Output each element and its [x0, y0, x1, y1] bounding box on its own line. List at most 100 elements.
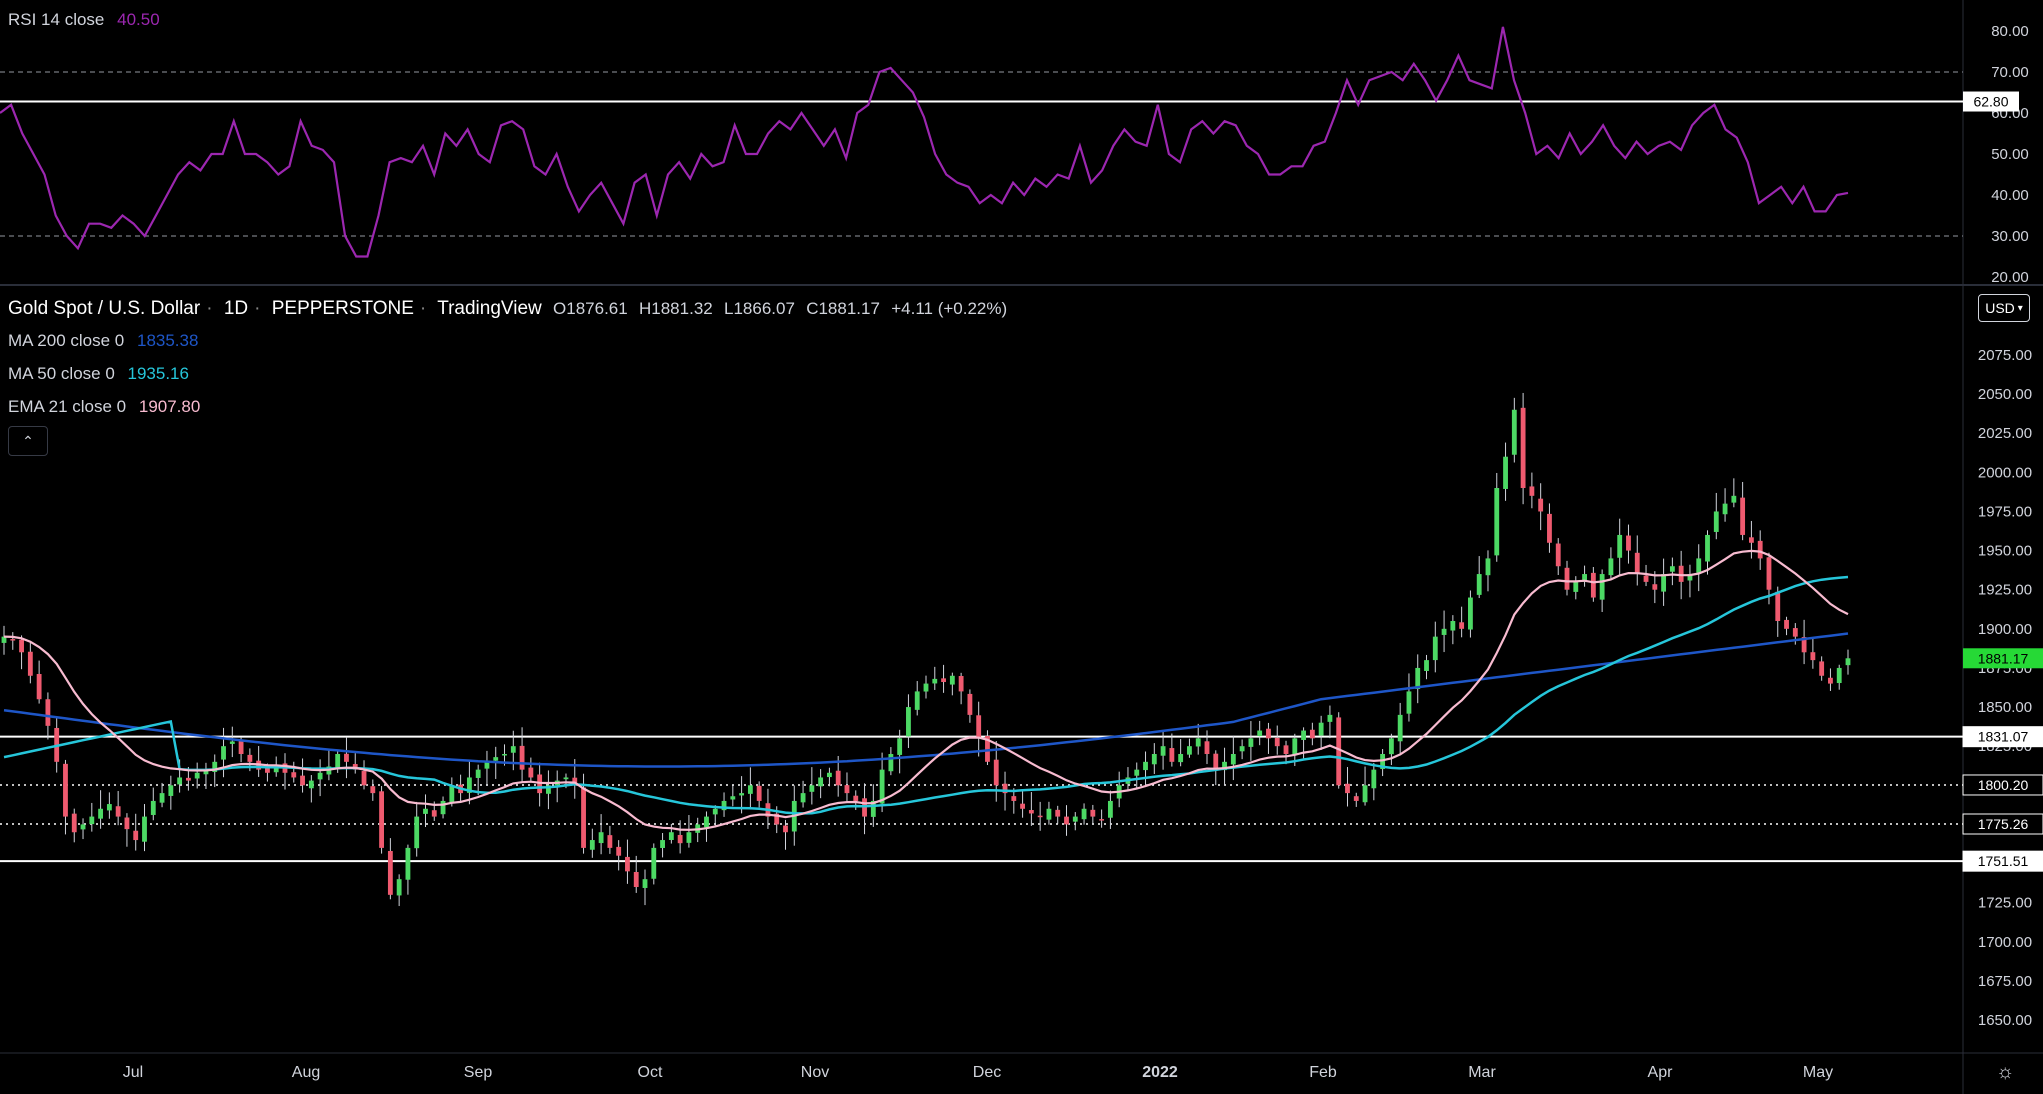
- candle-body: [1195, 738, 1201, 747]
- candle-body: [1169, 748, 1175, 762]
- candle-body: [1143, 761, 1148, 771]
- time-tick-label: Sep: [464, 1064, 493, 1081]
- candle-body: [317, 772, 323, 780]
- candle-body: [1696, 558, 1702, 573]
- candle-body: [1301, 730, 1306, 740]
- candle-body: [844, 785, 850, 794]
- price-tick-label: 1675.00: [1978, 973, 2032, 990]
- candle-body: [616, 846, 622, 856]
- candle-body: [265, 766, 270, 773]
- candle-body: [677, 834, 683, 844]
- candle-body: [1257, 730, 1263, 737]
- candle-body: [1353, 796, 1359, 801]
- price-tick-label: 2025.00: [1978, 425, 2032, 442]
- candle-body: [1222, 761, 1227, 771]
- candle-body: [1529, 486, 1535, 496]
- last-price-badge: [1963, 648, 2043, 669]
- candle-body: [704, 816, 709, 828]
- candle-body: [493, 757, 499, 761]
- rsi-tick-label: 50.00: [1991, 146, 2029, 163]
- candle-body: [1, 636, 7, 643]
- currency-button[interactable]: USD ▾: [1978, 294, 2030, 322]
- candle-body: [1327, 714, 1333, 722]
- candle-body: [63, 763, 68, 817]
- candle-body: [1713, 511, 1719, 532]
- key-level-badge: [1962, 813, 2043, 835]
- candle-body: [589, 840, 595, 850]
- candle-body: [1309, 729, 1315, 739]
- candle-body: [818, 777, 824, 787]
- collapse-legend-button[interactable]: ⌃: [8, 426, 48, 456]
- candle-body: [1810, 652, 1816, 661]
- indicator-ma200[interactable]: MA 200 close 0 1835.38: [8, 331, 206, 351]
- gear-icon[interactable]: ☼: [1996, 1061, 2015, 1083]
- candle-body: [809, 785, 815, 792]
- candle-body: [1406, 691, 1412, 714]
- candle-body: [1634, 552, 1640, 575]
- candle-body: [625, 856, 630, 872]
- symbol-name[interactable]: Gold Spot / U.S. Dollar: [8, 298, 201, 319]
- candle-body: [1503, 456, 1508, 489]
- candle-body: [229, 741, 235, 744]
- candle-body: [563, 777, 569, 780]
- candle-body: [1643, 575, 1649, 582]
- candle-body: [1037, 815, 1043, 818]
- candle-body: [1766, 557, 1772, 590]
- candle-body: [1020, 803, 1026, 809]
- candle-body: [177, 777, 183, 785]
- candle-body: [484, 761, 490, 769]
- candle-body: [1599, 574, 1605, 600]
- candle-body: [976, 715, 982, 739]
- candle-body: [1661, 574, 1667, 592]
- candle-body: [89, 816, 95, 825]
- candle-body: [1345, 783, 1350, 794]
- candle-body: [115, 806, 121, 817]
- candle-body: [985, 736, 990, 762]
- candle-body: [414, 816, 420, 849]
- candle-body: [668, 832, 674, 840]
- candle-body: [1424, 660, 1429, 671]
- price-tick-label: 2075.00: [1978, 347, 2032, 364]
- rsi-legend-label: RSI 14 close: [8, 10, 105, 29]
- candle-body: [203, 769, 209, 775]
- rsi-level-label: 62.80: [1973, 94, 2008, 110]
- candle-body: [247, 754, 253, 762]
- candle-body: [396, 879, 402, 896]
- candle-body: [783, 825, 788, 833]
- indicator-ema21[interactable]: EMA 21 close 0 1907.80: [8, 397, 208, 417]
- candle-body: [1274, 737, 1280, 747]
- rsi-tick-label: 20.00: [1991, 269, 2029, 286]
- candle-body: [941, 678, 946, 683]
- indicator-ma50[interactable]: MA 50 close 0 1935.16: [8, 364, 197, 384]
- candle-body: [1266, 728, 1271, 739]
- candle-body: [1485, 558, 1491, 576]
- symbol-interval[interactable]: 1D: [223, 298, 249, 319]
- price-tick-label: 1925.00: [1978, 582, 2032, 599]
- ma200-line: [3, 632, 1849, 768]
- candle-body: [1836, 667, 1842, 684]
- candle-body: [1011, 796, 1017, 801]
- candle-body: [1380, 754, 1386, 769]
- candle-body: [879, 769, 885, 804]
- candle-body: [1740, 497, 1746, 535]
- candle-body: [1459, 622, 1465, 629]
- candle-body: [1705, 534, 1710, 562]
- candle-body: [335, 754, 341, 770]
- rsi-tick-label: 70.00: [1991, 64, 2029, 81]
- price-tick-label: 1725.00: [1978, 895, 2032, 912]
- candle-body: [519, 745, 525, 770]
- ohlc-change: +4.11 (+0.22%): [891, 299, 1008, 318]
- candle-body: [958, 676, 964, 692]
- time-tick-label: Dec: [973, 1064, 1001, 1081]
- candle-body: [36, 674, 42, 700]
- candle-body: [660, 840, 665, 848]
- candle-body: [800, 793, 806, 803]
- candle-body: [1028, 810, 1034, 814]
- candle-body: [739, 793, 745, 796]
- candle-body: [159, 793, 165, 803]
- candle-body: [633, 872, 639, 887]
- candle-body: [853, 795, 859, 801]
- candle-body: [932, 678, 938, 684]
- candle-body: [1107, 800, 1113, 818]
